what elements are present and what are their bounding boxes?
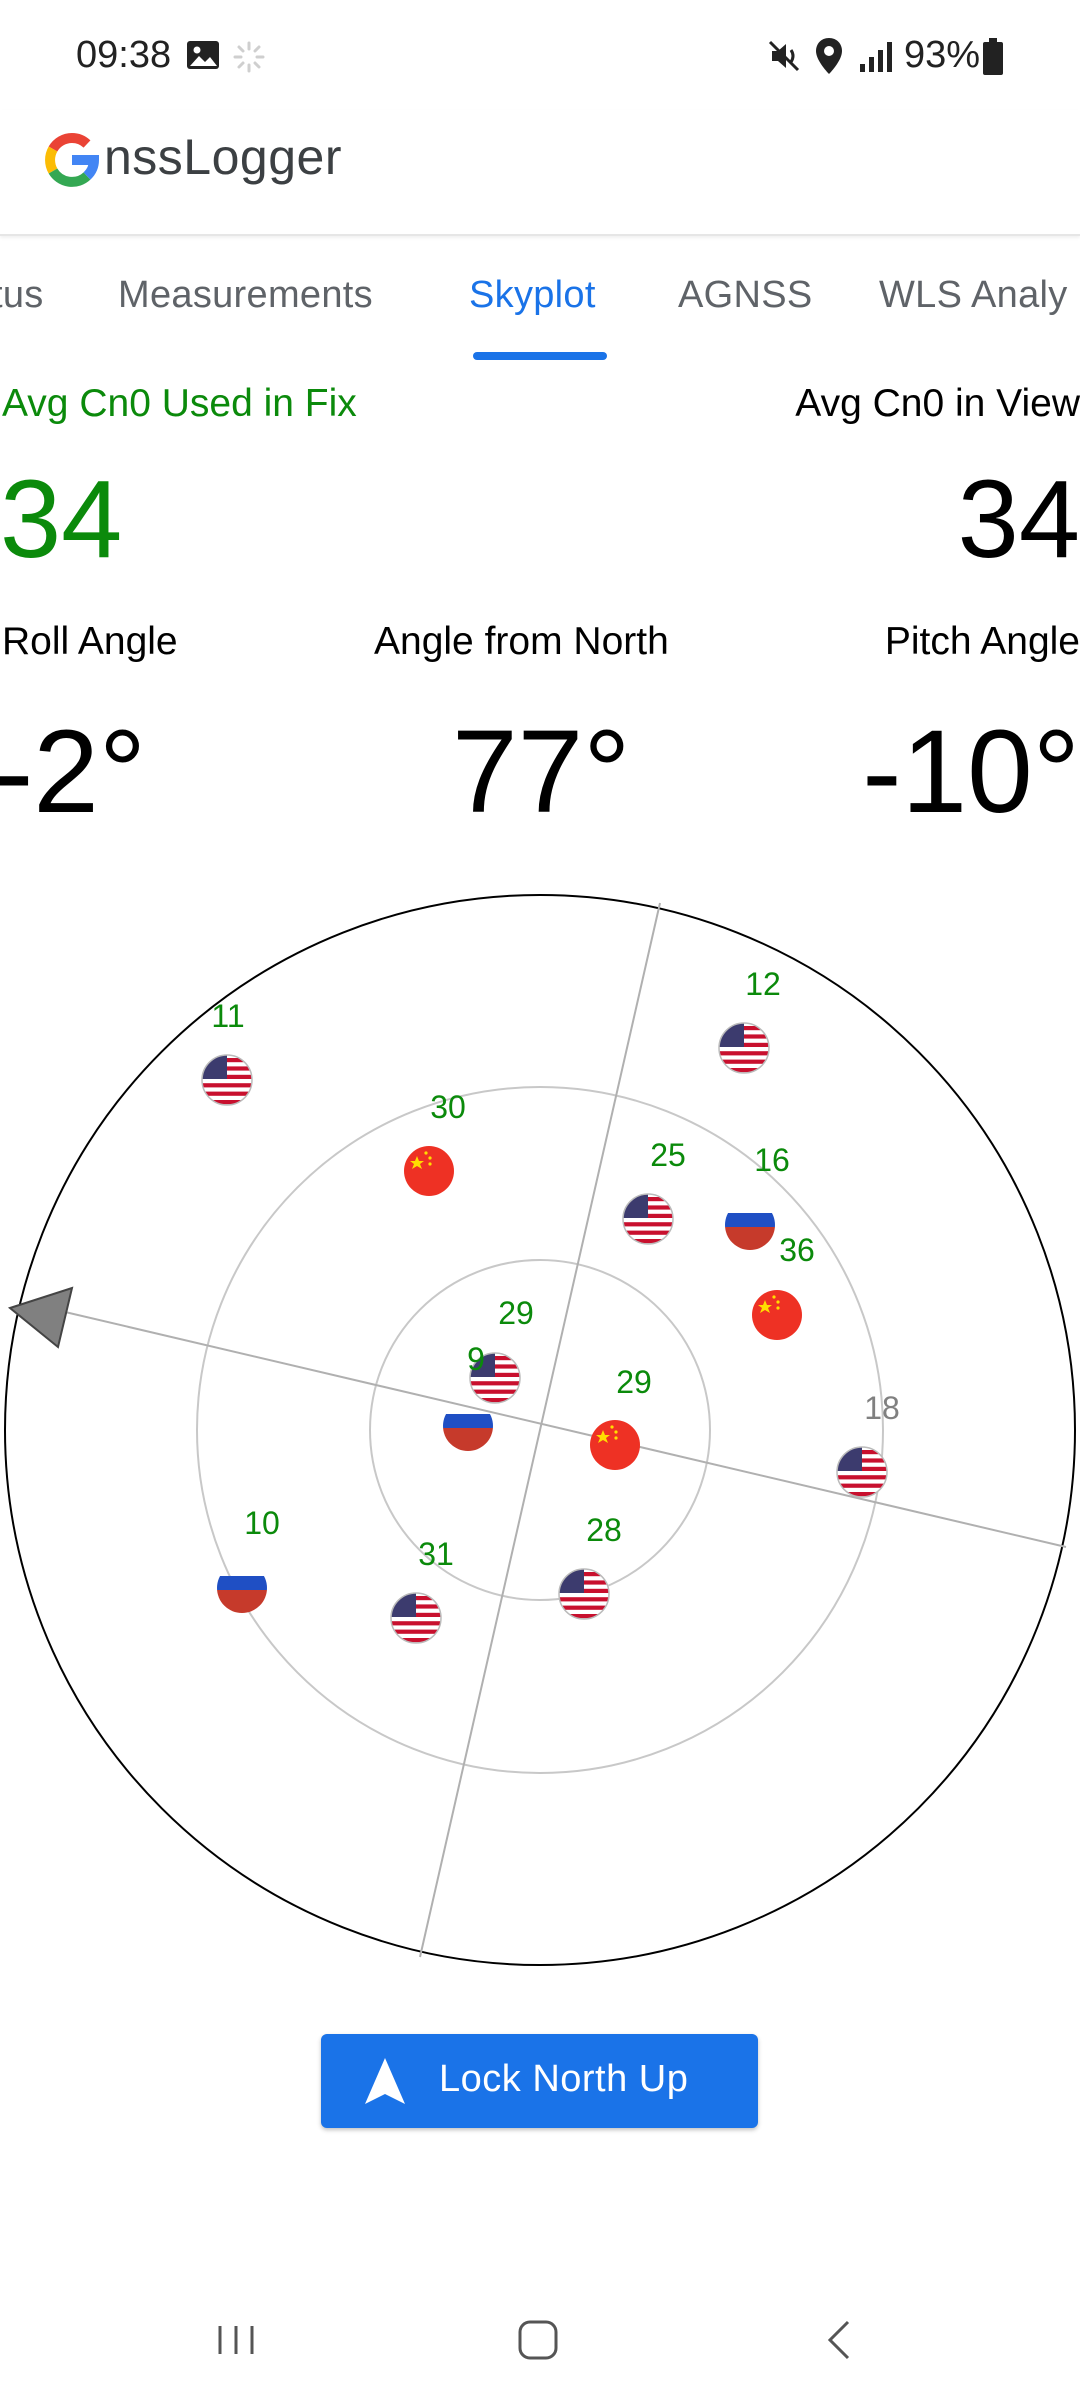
satellite-16: 16 [725, 1142, 790, 1252]
satellite-11: 11 [202, 998, 252, 1105]
skyplot-axis-east-west [47, 1307, 1067, 1548]
tab-status[interactable]: tus [0, 274, 44, 316]
avg-cn0-used-label: Avg Cn0 Used in Fix [2, 382, 357, 425]
svg-text:30: 30 [430, 1089, 466, 1125]
satellite-31: 31 [391, 1536, 454, 1643]
avg-cn0-view-value: 34 [957, 458, 1080, 581]
roll-angle-value: -2° [0, 706, 147, 838]
svg-text:31: 31 [418, 1536, 454, 1572]
location-icon [816, 38, 842, 74]
battery-percent: 93% [904, 34, 981, 76]
tab-wls-analysis[interactable]: WLS Analy [879, 274, 1068, 316]
satellite-9: 9 [443, 1341, 493, 1453]
tab-measurements[interactable]: Measurements [118, 274, 373, 316]
navigation-arrow-icon [365, 2058, 405, 2104]
svg-text:18: 18 [864, 1390, 900, 1426]
svg-text:29: 29 [498, 1295, 534, 1331]
back-icon[interactable] [810, 2310, 870, 2370]
svg-text:10: 10 [244, 1505, 280, 1541]
status-bar: 09:38 93% [0, 0, 1080, 110]
satellite-10: 10 [217, 1505, 280, 1615]
tab-agnss[interactable]: AGNSS [678, 274, 813, 316]
avg-cn0-view-label: Avg Cn0 in View [795, 382, 1080, 425]
satellite-30: 30 [404, 1089, 466, 1196]
angle-from-north-value: 77° [452, 706, 631, 838]
skyplot-axis-north-south [419, 902, 661, 1958]
satellite-29a: 29 [470, 1295, 534, 1403]
selected-tab-indicator [473, 352, 607, 360]
app-title: nssLogger [104, 129, 342, 185]
image-icon [187, 41, 219, 69]
app-bar [0, 110, 1080, 236]
status-time: 09:38 [76, 34, 172, 76]
svg-text:36: 36 [779, 1232, 815, 1268]
skyplot: 11 12 30 25 16 36 29 9 29 18 10 31 28 [4, 894, 1076, 1966]
satellite-18: 18 [837, 1390, 900, 1497]
avg-cn0-used-value: 34 [0, 458, 123, 581]
svg-text:11: 11 [211, 998, 244, 1034]
svg-text:25: 25 [650, 1137, 686, 1173]
svg-text:29: 29 [616, 1364, 652, 1400]
satellite-29b: 29 [590, 1364, 652, 1470]
skyplot-horizon-ring [4, 894, 1076, 1966]
lock-north-up-label: Lock North Up [439, 2058, 689, 2100]
lock-north-up-button[interactable]: Lock North Up [321, 2034, 758, 2128]
pitch-angle-label: Pitch Angle [884, 620, 1080, 663]
skyplot-ring-middle [196, 1086, 884, 1774]
satellite-25: 25 [623, 1137, 686, 1244]
recent-apps-icon[interactable] [206, 2310, 266, 2370]
svg-text:16: 16 [754, 1142, 790, 1178]
pitch-angle-value: -10° [862, 706, 1080, 838]
tab-bar: tus Measurements Skyplot AGNSS WLS Analy [0, 236, 1080, 362]
skyplot-ring-inner [369, 1259, 711, 1601]
mute-icon [768, 40, 800, 72]
north-pointer-icon [7, 1286, 74, 1349]
satellite-12: 12 [719, 966, 781, 1073]
system-nav-bar [0, 2270, 1080, 2400]
battery-icon [983, 38, 1003, 75]
google-g-logo-icon [45, 133, 100, 187]
svg-text:12: 12 [745, 966, 781, 1002]
satellite-28: 28 [559, 1512, 622, 1619]
signal-icon [860, 42, 892, 72]
tab-skyplot[interactable]: Skyplot [469, 274, 596, 316]
svg-text:28: 28 [586, 1512, 622, 1548]
svg-text:9: 9 [467, 1341, 485, 1377]
angle-from-north-label: Angle from North [374, 620, 669, 663]
loading-icon [233, 41, 265, 73]
home-icon[interactable] [508, 2310, 568, 2370]
roll-angle-label: Roll Angle [2, 620, 178, 663]
satellite-36: 36 [752, 1232, 815, 1340]
